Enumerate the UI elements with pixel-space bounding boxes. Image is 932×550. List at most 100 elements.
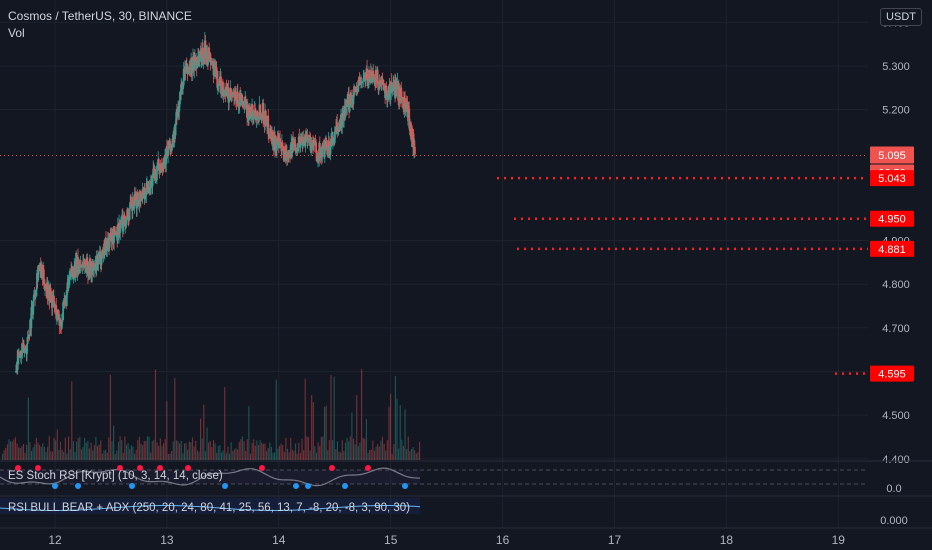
candle-body: [204, 40, 207, 57]
candle-body: [276, 143, 278, 151]
candle-body: [323, 143, 326, 158]
candle-body: [362, 78, 365, 81]
volume-bar: [237, 449, 239, 460]
volume-bar: [51, 451, 54, 460]
candle-body: [16, 350, 19, 370]
candle-body: [171, 138, 174, 148]
volume-bar: [203, 404, 205, 460]
candle-body: [175, 112, 178, 124]
volume-bar: [175, 440, 177, 460]
volume-bar: [375, 446, 377, 460]
candle-body: [301, 138, 304, 146]
volume-bar: [306, 436, 308, 460]
volume-bar: [164, 439, 166, 460]
time-tick-label: 18: [720, 533, 734, 547]
candle-body: [310, 142, 313, 148]
volume-bar: [113, 425, 115, 460]
candle-body: [72, 278, 75, 280]
candle-body: [253, 113, 255, 118]
candle-body: [386, 96, 389, 101]
candle-body: [42, 269, 45, 285]
stoch-oversold-dot: [222, 483, 228, 489]
candle-body: [63, 298, 66, 303]
volume-bar: [87, 440, 89, 460]
candle-body: [129, 202, 132, 209]
volume-bar: [50, 451, 52, 460]
time-tick-label: 12: [48, 533, 62, 547]
rsi-bull-bear-indicator-label[interactable]: RSI BULL BEAR + ADX (250, 20, 24, 80, 41…: [8, 502, 410, 514]
volume-bar: [180, 440, 182, 460]
candle-body: [14, 371, 17, 373]
candle-body: [254, 110, 257, 121]
volume-bar: [146, 436, 148, 460]
volume-bar: [129, 449, 131, 460]
volume-bar: [348, 441, 350, 460]
volume-bar: [206, 427, 208, 460]
candle-body: [136, 193, 138, 209]
volume-bar: [286, 448, 289, 460]
volume-bar: [195, 440, 197, 460]
symbol-title: Cosmos / TetherUS, 30, BINANCE: [8, 9, 192, 23]
stoch-oversold-dot: [305, 483, 311, 489]
volume-bar: [37, 442, 39, 460]
time-tick-label: 16: [496, 533, 510, 547]
volume-bar: [362, 437, 364, 460]
volume-bar: [56, 429, 58, 460]
candle-body: [368, 70, 371, 79]
volume-bar: [135, 449, 137, 460]
volume-bar: [122, 452, 124, 460]
currency-button[interactable]: USDT: [880, 8, 922, 26]
volume-bar: [48, 436, 50, 460]
volume-bar: [125, 444, 128, 460]
volume-bar: [365, 418, 367, 460]
candle-body: [223, 89, 225, 95]
candle-body: [373, 76, 375, 80]
candle-body: [296, 147, 299, 152]
candle-body: [348, 103, 351, 112]
volume-bar: [336, 441, 338, 460]
volume-bar: [233, 449, 235, 460]
candle-body: [186, 64, 189, 74]
volume-bar: [388, 406, 390, 460]
volume-bar: [69, 449, 71, 460]
volume-bar: [338, 451, 340, 460]
volume-bar: [296, 453, 298, 460]
candle-body: [128, 208, 131, 221]
volume-bar: [145, 440, 147, 460]
volume-bar: [246, 439, 248, 460]
candle-body: [84, 263, 87, 267]
volume-bar: [109, 374, 111, 460]
candle-body: [61, 320, 64, 322]
volume-bar: [328, 440, 330, 460]
volume-bar: [220, 452, 223, 460]
volume-bar: [404, 409, 406, 460]
candle-body: [144, 194, 147, 197]
volume-bar: [380, 440, 382, 460]
candle-body: [286, 157, 289, 159]
candle-body: [161, 163, 163, 170]
volume-bar: [394, 376, 396, 460]
volume-bar: [324, 406, 326, 460]
candle-body: [294, 143, 297, 152]
volume-bar: [64, 437, 66, 460]
stoch-rsi-indicator-label[interactable]: ES Stoch RSI [Krypt] (10, 3, 14, 14, clo…: [8, 470, 223, 482]
candle-body: [259, 104, 262, 117]
candle-body: [285, 152, 288, 159]
candle-body: [283, 148, 286, 161]
candle-body: [193, 55, 196, 71]
volume-bar: [283, 451, 285, 460]
candle-body: [235, 94, 237, 101]
volume-bar: [312, 402, 314, 460]
candle-body: [334, 127, 337, 132]
volume-bar: [407, 436, 409, 460]
candle-body: [126, 209, 129, 217]
volume-bar: [66, 453, 68, 460]
candle-body: [167, 148, 170, 156]
candle-body: [295, 151, 298, 153]
volume-bar: [275, 379, 277, 460]
volume-bar: [335, 449, 337, 460]
volume-bar: [303, 450, 305, 460]
volume-bar: [116, 450, 118, 460]
candle-body: [284, 148, 286, 153]
